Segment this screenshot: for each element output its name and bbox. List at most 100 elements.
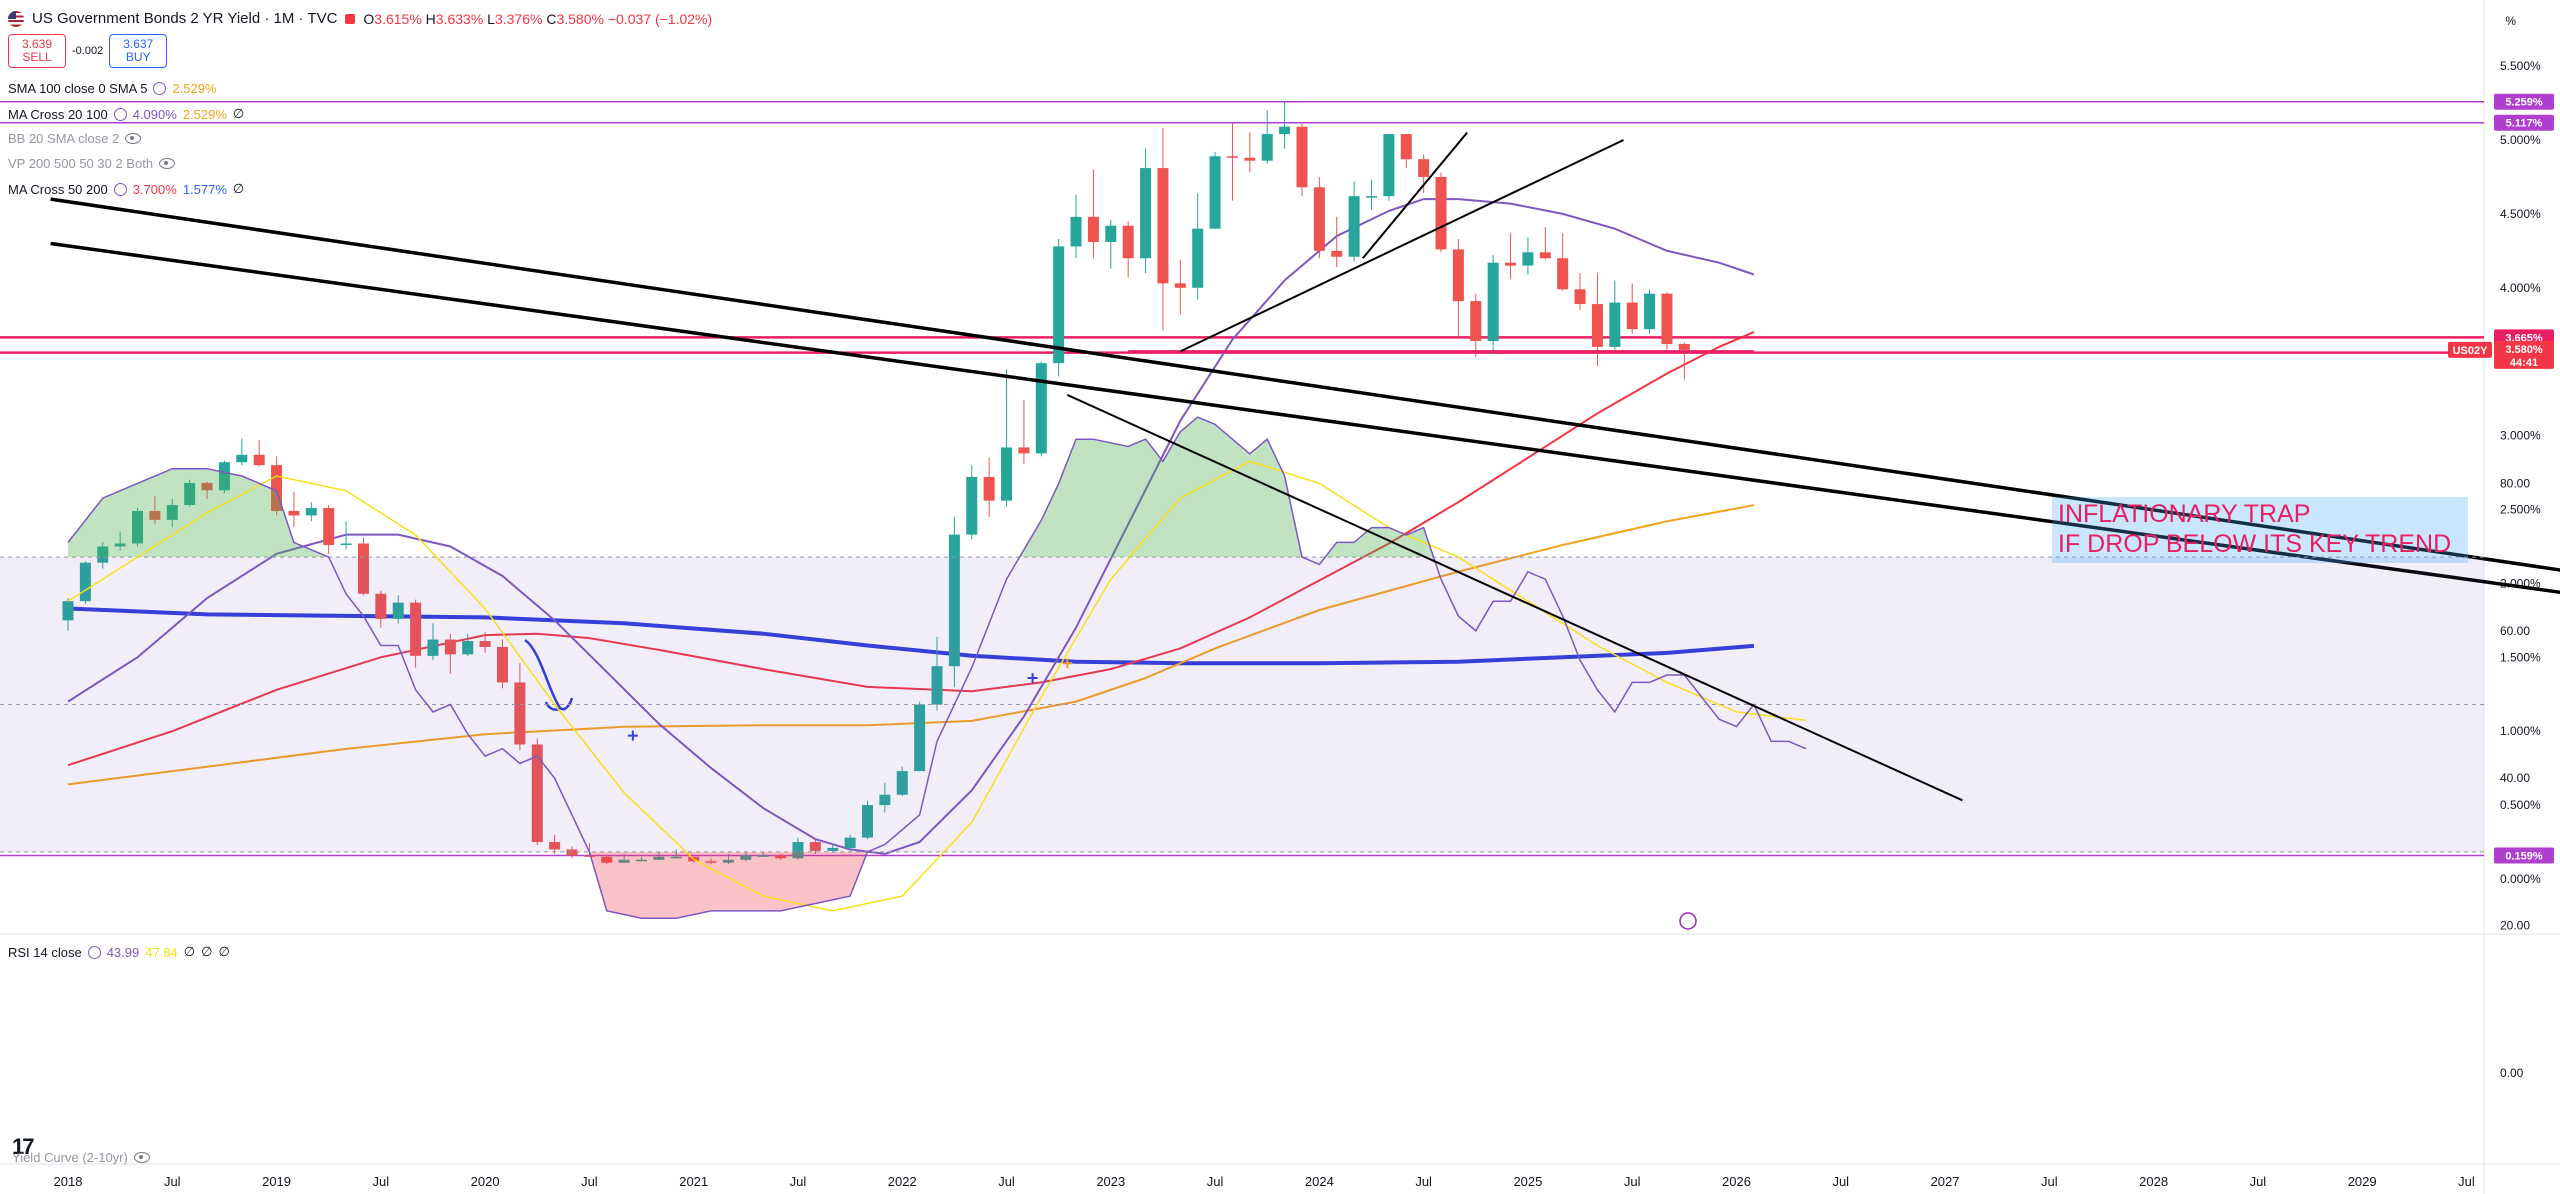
candle-body [1053, 246, 1065, 364]
time-tick-label: Jul [2250, 1174, 2267, 1189]
price-tick-label: 3.000% [2500, 429, 2541, 443]
price-tick-label: 1.000% [2500, 724, 2541, 738]
indicator-ma-cross-50-200[interactable]: MA Cross 50 200 3.700% 1.577% ∅ [8, 181, 244, 197]
candle-body [236, 454, 248, 463]
time-axis[interactable]: 2018 Jul 2019 Jul 2020 Jul 2021 Jul 2022 Jul 2023 J… [54, 1174, 2475, 1189]
candle-body [1174, 283, 1186, 288]
candle-body [879, 794, 891, 806]
candle-body [462, 641, 474, 655]
candle-body [444, 639, 456, 655]
price-tick-label: 4.500% [2500, 207, 2541, 221]
candle-body [948, 534, 960, 667]
time-tick-label: Jul [790, 1174, 807, 1189]
price-tick-label: 2.500% [2500, 503, 2541, 517]
rsi-ma-value: 47.84 [145, 944, 178, 960]
candle-body [1209, 156, 1221, 229]
time-tick-label: 2029 [2348, 1174, 2377, 1189]
eye-hidden-icon[interactable] [159, 158, 176, 169]
indicator-settings-icon[interactable] [113, 107, 127, 121]
trendline [50, 197, 2560, 572]
horizontal-levels [0, 100, 2484, 857]
indicator-value: 4.090% [132, 106, 177, 122]
symbol-title[interactable]: US Government Bonds 2 YR Yield · 1M · TV… [32, 10, 338, 27]
candle-body [479, 641, 491, 647]
time-tick-label: Jul [1207, 1174, 1224, 1189]
indicator-label: SMA 100 close 0 SMA 5 [8, 81, 148, 96]
candle-body [914, 704, 926, 772]
annotation-box[interactable]: INFLATIONARY TRAP IF DROP BELOW ITS KEY … [2052, 497, 2468, 563]
price-badge [2494, 340, 2554, 369]
time-tick-label: 2020 [471, 1174, 500, 1189]
sell-button[interactable]: 3.639 SELL [8, 34, 66, 68]
candle-body [653, 856, 665, 860]
indicator-label: MA Cross 50 200 [8, 181, 108, 197]
candle-body [757, 855, 769, 857]
sma100-line [67, 504, 1755, 786]
symbol-badge [2448, 341, 2492, 358]
tradingview-logo[interactable]: 17 [12, 1134, 35, 1159]
rsi-tick-label: 0.00 [2500, 1066, 2524, 1080]
candle-body [1192, 228, 1204, 288]
indicator-label: MA Cross 20 100 [8, 106, 108, 122]
indicator-settings-icon[interactable] [87, 945, 101, 959]
candle-body [497, 646, 508, 683]
price-axis[interactable]: 5.500%5.000%4.500%4.000%3.500%3.000%2.50… [2448, 59, 2554, 1080]
candle-body [375, 593, 387, 619]
indicator-bb[interactable]: BB 20 SMA close 2 [8, 131, 142, 146]
rsi-trendline [1066, 394, 1963, 802]
rsi-legend[interactable]: RSI 14 close 43.99 47.84 ∅ ∅ ∅ [8, 944, 230, 960]
candle-body [201, 482, 213, 491]
level-badge [2494, 847, 2554, 864]
rsi-tick-label: 20.00 [2500, 919, 2530, 933]
indicator-settings-icon[interactable] [153, 82, 167, 95]
indicator-sma100[interactable]: SMA 100 close 0 SMA 5 2.529% [8, 81, 217, 96]
indicator-value: 2.529% [172, 81, 217, 96]
eye-hidden-icon[interactable] [133, 1152, 150, 1163]
candle-body [253, 454, 265, 466]
candle-body [357, 543, 369, 594]
candle-body [1226, 156, 1238, 158]
sma200-line [67, 606, 1755, 666]
indicator-settings-icon[interactable] [113, 182, 127, 196]
time-tick-label: Jul [164, 1174, 181, 1189]
rsi-tick-label: 40.00 [2500, 771, 2530, 785]
buy-button[interactable]: 3.637 BUY [109, 34, 168, 68]
ohlc-close: 3.580% [556, 10, 604, 27]
candle-body [79, 562, 91, 602]
indicator-label: BB 20 SMA close 2 [8, 131, 120, 146]
candle-body [1018, 447, 1030, 454]
indicator-vp[interactable]: VP 200 500 50 30 2 Both [8, 156, 176, 171]
ohlc-open: 3.615% [374, 10, 422, 27]
time-tick-label: 2023 [1096, 1174, 1125, 1189]
yield-curve-legend[interactable]: Yield Curve (2-10yr) [12, 1150, 150, 1165]
indicator-ma-cross-20-100[interactable]: MA Cross 20 100 4.090% 2.529% ∅ [8, 106, 244, 122]
candle-body [531, 744, 543, 843]
sell-label: SELL [22, 50, 52, 64]
time-tick-label: Jul [998, 1174, 1015, 1189]
candle-body [1452, 249, 1464, 302]
candle-body [410, 602, 422, 656]
rsi-overbought-fill [68, 417, 1434, 558]
candle-body [218, 462, 230, 491]
candle-body [1574, 289, 1586, 305]
eye-hidden-icon[interactable] [125, 133, 142, 144]
time-tick-label: Jul [2041, 1174, 2058, 1189]
candle-body [132, 510, 144, 544]
candle-body [1122, 225, 1134, 259]
time-tick-label: 2024 [1305, 1174, 1334, 1189]
indicator-value: 2.529% [182, 106, 227, 122]
indicator-value: ∅ [232, 106, 245, 121]
candle-body [618, 859, 630, 863]
candle-body [166, 505, 178, 520]
time-tick-label: 2022 [888, 1174, 917, 1189]
candle-body [1644, 293, 1656, 330]
candle-body [775, 855, 787, 859]
time-tick-label: Jul [373, 1174, 390, 1189]
candle-body [1400, 134, 1412, 160]
candle-body [1522, 252, 1534, 266]
yield-curve-label: Yield Curve (2-10yr) [12, 1150, 128, 1165]
ohlc-high: 3.633% [435, 10, 484, 27]
candle-body [1626, 302, 1638, 330]
